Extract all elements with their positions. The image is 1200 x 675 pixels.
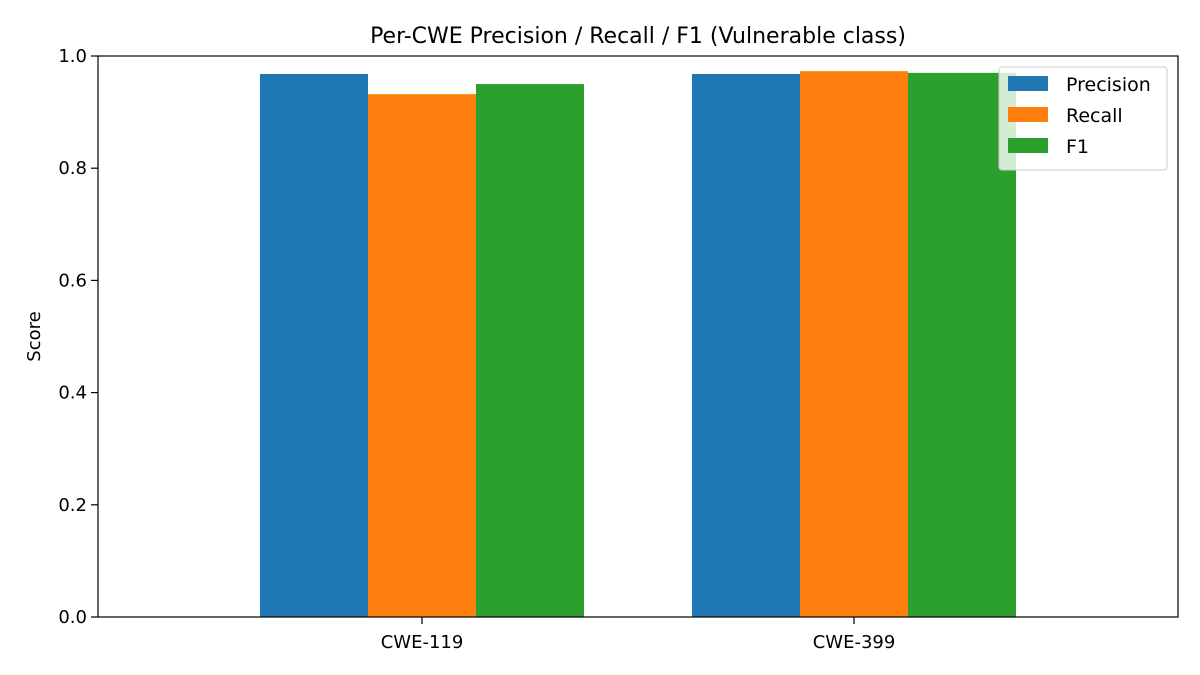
- legend-label-precision: Precision: [1066, 74, 1151, 96]
- y-tick-label: 0.2: [58, 495, 87, 516]
- y-tick-label: 0.6: [58, 270, 87, 291]
- legend-label-f1: F1: [1066, 136, 1089, 158]
- bar-precision-cwe-119: [260, 73, 368, 617]
- bar-recall-cwe-399: [800, 71, 908, 618]
- legend-swatch-f1: [1008, 138, 1048, 153]
- y-tick-label: 0.8: [58, 158, 87, 179]
- bar-f1-cwe-399: [908, 72, 1016, 617]
- y-axis: 0.0 0.2 0.4 0.6 0.8 1.0: [58, 46, 98, 628]
- chart-title: Per-CWE Precision / Recall / F1 (Vulnera…: [370, 24, 906, 49]
- legend: Precision Recall F1: [998, 66, 1168, 171]
- x-tick-label: CWE-399: [813, 632, 896, 653]
- y-axis-label: Score: [24, 311, 45, 361]
- bars-group: [260, 71, 1016, 618]
- legend-swatch-recall: [1008, 107, 1048, 122]
- y-tick-label: 0.4: [58, 383, 87, 404]
- bar-recall-cwe-119: [368, 94, 476, 617]
- bar-f1-cwe-119: [476, 84, 584, 618]
- legend-label-recall: Recall: [1066, 105, 1123, 127]
- y-tick-label: 0.0: [58, 607, 87, 628]
- plot-frame: [97, 55, 1179, 618]
- x-axis: CWE-119 CWE-399: [381, 617, 896, 653]
- x-tick-label: CWE-119: [381, 632, 464, 653]
- legend-swatch-precision: [1008, 76, 1048, 91]
- bar-precision-cwe-399: [692, 73, 800, 617]
- y-tick-label: 1.0: [58, 46, 87, 67]
